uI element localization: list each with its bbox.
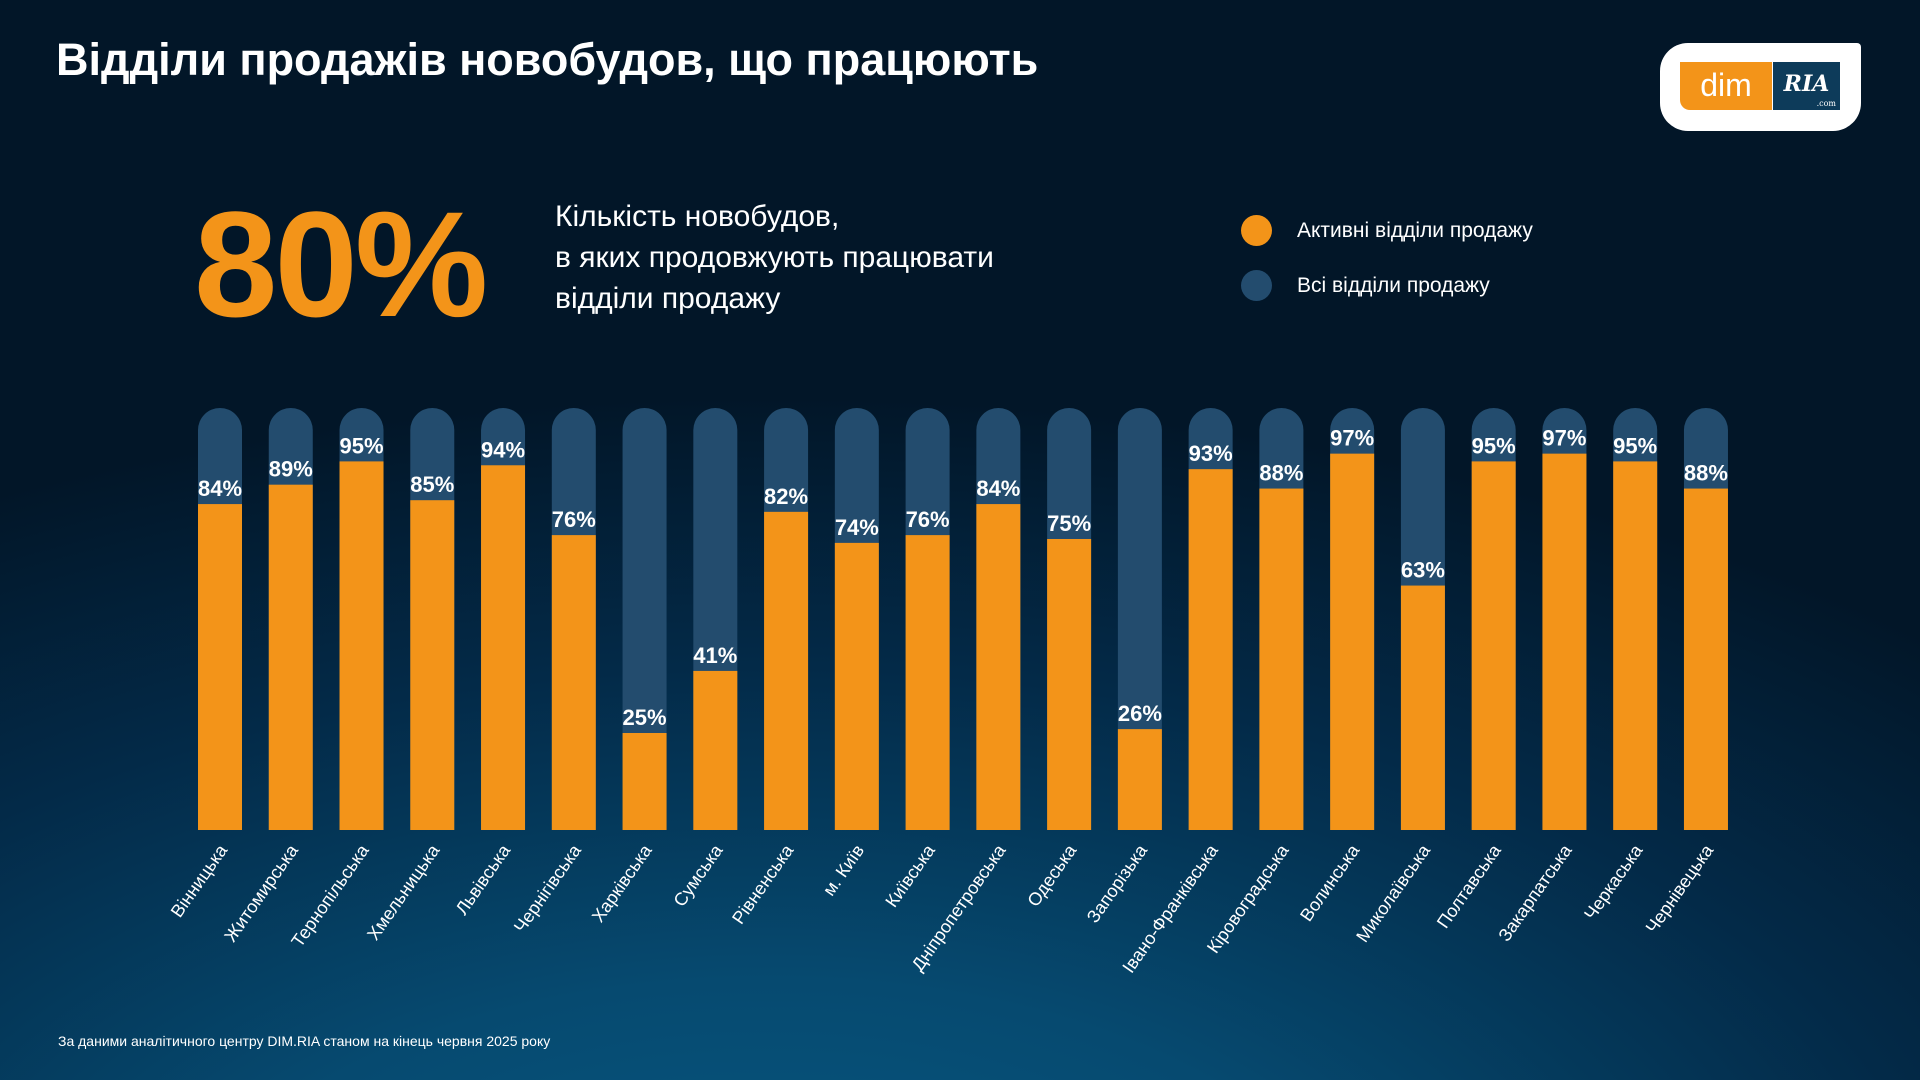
bar-value-label: 82%: [764, 484, 808, 509]
category-label: Одеська: [1023, 840, 1081, 910]
legend-item-all: Всі відділи продажу: [1241, 270, 1490, 301]
bar: [1471, 461, 1516, 830]
logo-dim: dim: [1680, 62, 1772, 110]
bar-value-label: 93%: [1189, 441, 1233, 466]
bar: [1047, 539, 1092, 830]
bar-value-label: 85%: [410, 472, 454, 497]
bar-value-label: 95%: [339, 433, 383, 458]
bar-track: [622, 408, 667, 830]
source-note: За даними аналітичного центру DIM.RIA ст…: [58, 1033, 551, 1049]
category-label: Закарпатська: [1494, 840, 1576, 945]
dim-ria-logo[interactable]: dim RIA .com: [1660, 43, 1861, 131]
bar-value-label: 75%: [1047, 511, 1091, 536]
bar-value-label: 97%: [1330, 426, 1374, 451]
category-label: Черкаська: [1580, 840, 1647, 924]
bar: [1188, 469, 1233, 830]
bar: [339, 461, 384, 830]
category-label: Чернігівська: [510, 840, 586, 936]
bar: [693, 670, 738, 830]
headline-value: 80%: [194, 180, 488, 348]
category-label: Волинська: [1296, 840, 1364, 925]
bar: [1400, 585, 1445, 830]
legend-dot-all: [1241, 270, 1272, 301]
bar: [1259, 488, 1304, 830]
bar-value-label: 88%: [1259, 461, 1303, 486]
headline-description: Кількість новобудов, в яких продовжують п…: [555, 200, 994, 315]
bar: [268, 484, 313, 830]
bar: [976, 504, 1021, 830]
category-label: Хмельницька: [363, 840, 444, 944]
legend-item-active: Активні відділи продажу: [1241, 215, 1533, 246]
bar-value-label: 94%: [481, 437, 525, 462]
category-label: Тернопільська: [287, 840, 373, 951]
bar-value-label: 84%: [198, 476, 242, 501]
bar: [1117, 729, 1162, 830]
category-label: Вінницька: [167, 840, 232, 921]
category-label: Чернівецька: [1642, 840, 1718, 937]
logo-ria: RIA .com: [1773, 62, 1840, 110]
category-label: Запорізька: [1083, 840, 1152, 926]
bar-value-label: 95%: [1472, 433, 1516, 458]
bar: [481, 465, 526, 830]
bar: [198, 504, 242, 830]
category-label: Харківська: [588, 840, 657, 926]
bar-track: [1117, 408, 1162, 830]
category-label: Миколаївська: [1352, 840, 1434, 946]
page-title: Відділи продажів новобудов, що працюють: [56, 34, 1039, 85]
category-label: Львівська: [452, 840, 515, 918]
bar: [1613, 461, 1658, 830]
bar-value-label: 76%: [552, 507, 596, 532]
category-label: Сумська: [670, 840, 728, 910]
bar-value-label: 89%: [269, 457, 313, 482]
bar-value-label: 97%: [1542, 426, 1586, 451]
bar-value-label: 88%: [1684, 461, 1728, 486]
bar-value-label: 25%: [623, 705, 667, 730]
bar: [764, 511, 809, 830]
bar: [1330, 453, 1375, 830]
bar-value-label: 74%: [835, 515, 879, 540]
bar: [1683, 488, 1728, 830]
bar-value-label: 41%: [693, 643, 737, 668]
bar-chart: 84% Вінницька 89% Житомирська 95% Тернопільсь…: [167, 408, 1728, 951]
bar: [1542, 453, 1587, 830]
bar: [622, 733, 667, 830]
bar-value-label: 63%: [1401, 558, 1445, 583]
bar: [410, 500, 455, 830]
category-label: Житомирська: [220, 840, 302, 946]
category-label: Київська: [881, 840, 939, 911]
bar-value-label: 76%: [906, 507, 950, 532]
bar: [905, 535, 950, 830]
bar: [834, 542, 879, 830]
bar-value-label: 95%: [1613, 433, 1657, 458]
bar-value-label: 26%: [1118, 701, 1162, 726]
category-label: Рівненська: [728, 840, 798, 928]
legend-dot-active: [1241, 215, 1272, 246]
category-label: м. Київ: [819, 841, 868, 900]
category-label: Полтавська: [1433, 840, 1506, 932]
bar-value-label: 84%: [976, 476, 1020, 501]
bar: [551, 535, 596, 830]
